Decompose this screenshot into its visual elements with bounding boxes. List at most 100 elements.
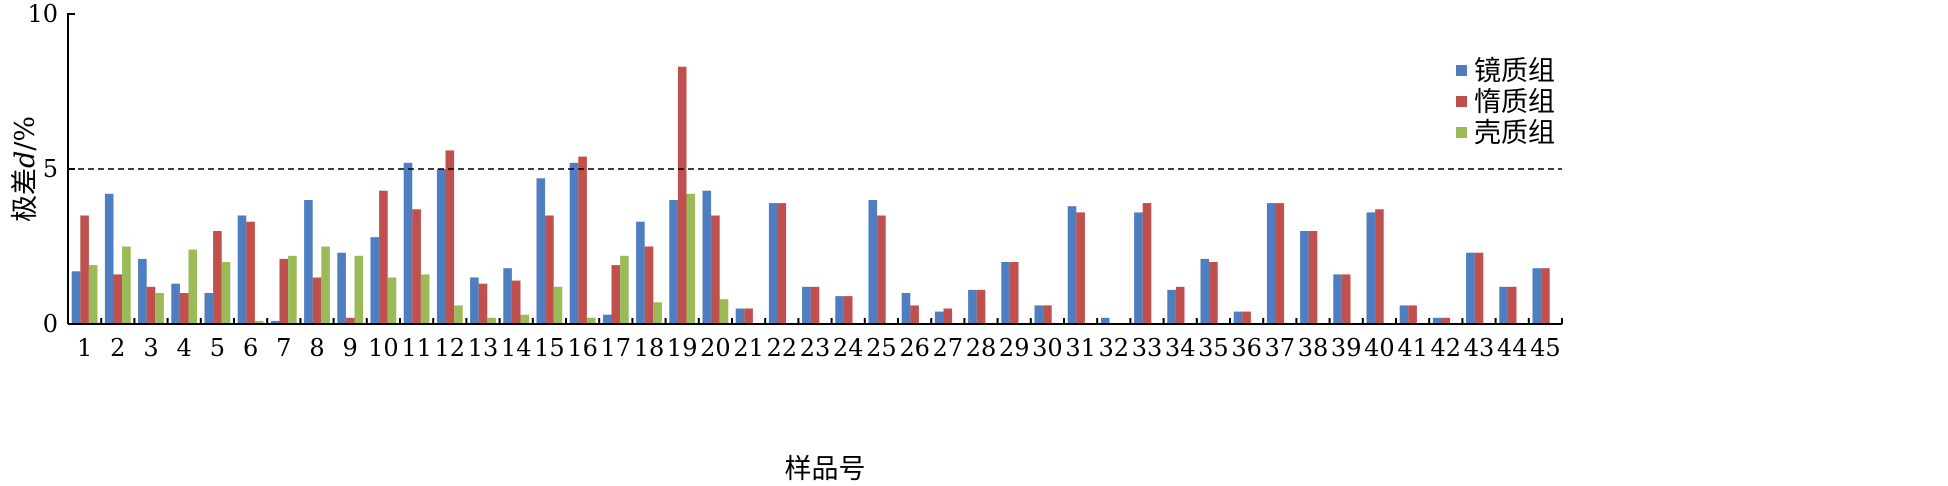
bar [1375,209,1384,324]
bar [1499,286,1508,324]
y-tick-label: 10 [27,0,58,28]
x-tick-label: 34 [1165,334,1196,362]
bar [768,203,778,324]
bar [1474,252,1484,324]
x-tick-label: 3 [143,334,158,362]
bar [1034,305,1044,324]
bar [1333,274,1342,324]
bar [113,274,123,324]
x-tick-label: 2 [110,334,125,362]
bar [669,200,678,324]
x-tick-label: 32 [1099,334,1130,362]
y-tick-label: 0 [43,310,58,338]
bar [1466,252,1475,324]
bar [487,317,496,324]
bar [80,215,89,324]
x-tick-label: 39 [1331,334,1362,362]
x-tick-label: 23 [800,334,831,362]
x-tick-label: 9 [343,334,358,362]
bar [910,305,919,324]
bar [288,255,297,324]
bar [246,221,255,324]
bar [387,277,397,324]
bar [312,277,322,324]
y-axis-title-prefix: 极差 [10,168,41,222]
x-tick-label: 24 [833,334,864,362]
bar [1067,206,1077,324]
x-tick-label: 19 [667,334,698,362]
bar [810,286,820,324]
bar [636,221,645,324]
bar [1242,311,1251,324]
y-ticks: 0 5 10 [27,0,75,338]
x-tick-label: 5 [210,334,225,362]
bar [1001,262,1010,324]
bar [777,203,787,324]
x-tick-label: 8 [309,334,324,362]
bar [71,271,81,324]
x-ticks: 1 2 3 4 5 6 7 8 9 10 11 12 13 14 15 16 17 18 19 20 21 22 23 24 2… [67,318,1563,362]
bar [934,311,944,324]
legend-label: 镜质组 [1474,56,1555,87]
y-axis-title-unit: /% [10,116,41,151]
bar [1209,262,1218,324]
x-tick-label: 43 [1464,334,1495,362]
bar [321,246,330,324]
bar [354,255,364,324]
bar [503,268,512,324]
bar [1308,231,1318,324]
bar [711,215,720,324]
bar [520,314,530,324]
bar [901,293,911,324]
x-tick-label: 15 [534,334,565,362]
bar [445,150,455,324]
bar [1142,203,1152,324]
x-tick-label: 20 [700,334,731,362]
x-tick-label: 11 [401,334,432,362]
x-tick-label: 1 [77,334,92,362]
x-tick-label: 12 [435,334,466,362]
bar [171,283,180,324]
x-tick-label: 36 [1231,334,1262,362]
bar [686,193,696,324]
bar [611,265,621,324]
bar [412,209,421,324]
x-axis-title: 样品号 [785,454,866,485]
x-tick-label: 21 [733,334,764,362]
bar [1100,317,1110,324]
bar [843,296,853,324]
bar [578,156,587,324]
bar [653,302,662,324]
bar [1043,305,1052,324]
bar [122,246,131,324]
x-tick-label: 37 [1265,334,1296,362]
bar [204,293,214,324]
legend-swatch [1456,96,1467,107]
bar [1432,317,1442,324]
bar [586,317,596,324]
legend-swatch [1456,65,1467,76]
bar [88,265,98,324]
bar [478,283,488,324]
bar [345,317,355,324]
y-tick-label: 5 [43,155,58,183]
x-tick-label: 7 [276,334,291,362]
bar [868,200,878,324]
bar [545,215,554,324]
x-tick-label: 16 [567,334,598,362]
bar [1266,203,1276,324]
bar [719,299,729,324]
bar [379,190,388,324]
x-tick-label: 41 [1397,334,1428,362]
bar [370,237,380,324]
x-tick-label: 18 [634,334,665,362]
bars-layer [71,66,1550,324]
bar [968,289,977,324]
bar [146,286,156,324]
x-tick-label: 10 [368,334,399,362]
bar [744,308,753,324]
x-tick-label: 42 [1431,334,1462,362]
bar [802,286,811,324]
bar [213,231,222,324]
